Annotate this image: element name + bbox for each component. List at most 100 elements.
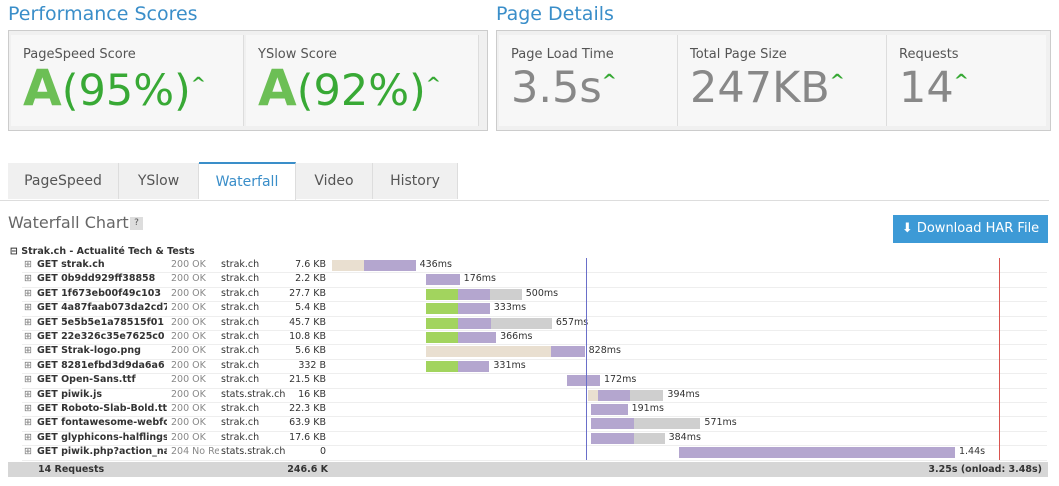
timing-bar bbox=[457, 360, 490, 372]
domain: strak.ch bbox=[221, 359, 260, 371]
collapse-icon: ⊟ bbox=[10, 246, 22, 257]
timing-bar bbox=[425, 288, 458, 300]
request: GET 5e5b5e1a78515f01 bbox=[37, 316, 165, 328]
status: 200 OK bbox=[171, 359, 206, 371]
expand-icon: ⊞ bbox=[24, 259, 32, 270]
footer-row: 14 Requests 246.6 K 3.25s (onload: 3.48s) bbox=[8, 461, 1048, 477]
row-rule bbox=[22, 416, 1047, 418]
expand-icon: ⊞ bbox=[24, 273, 32, 285]
tab[interactable]: YSlow bbox=[119, 163, 199, 199]
card-label: Requests bbox=[899, 47, 959, 62]
card-value: 247KB^ bbox=[690, 63, 845, 113]
timing-bar bbox=[425, 274, 460, 286]
row-rule bbox=[22, 286, 1047, 288]
status: 200 OK bbox=[171, 259, 206, 270]
request: GET piwik.php?action_nar bbox=[37, 446, 167, 458]
tab[interactable]: History bbox=[373, 163, 458, 199]
row-rule bbox=[22, 445, 1047, 447]
page-row: ⊟ Strak.ch - Actualité Tech & Tests bbox=[10, 245, 195, 259]
detail-card: Requests 14^ bbox=[887, 35, 1046, 126]
expand-icon: ⊞ bbox=[24, 287, 32, 299]
section-title: Page Details bbox=[496, 3, 614, 25]
timing-bar bbox=[363, 260, 416, 271]
grade: A bbox=[23, 59, 62, 117]
status: 200 OK bbox=[171, 316, 206, 328]
status: 200 OK bbox=[171, 287, 206, 299]
domain: strak.ch bbox=[221, 331, 260, 342]
request: GET Roboto-Slab-Bold.ttf bbox=[37, 403, 167, 414]
timeline-marker bbox=[585, 258, 587, 460]
duration: 394ms bbox=[667, 388, 700, 400]
timing-bar bbox=[425, 346, 551, 358]
duration: 331ms bbox=[493, 359, 526, 371]
expand-icon: ⊞ bbox=[24, 431, 32, 443]
grade: A bbox=[258, 59, 297, 117]
row-rule bbox=[22, 358, 1047, 360]
duration: 828ms bbox=[588, 345, 621, 357]
footer-requests: 14 Requests bbox=[38, 463, 105, 475]
timing-bar bbox=[590, 418, 634, 430]
duration: 571ms bbox=[704, 417, 737, 429]
row-rule bbox=[22, 272, 1047, 274]
row-rule bbox=[22, 430, 1047, 432]
help-icon[interactable]: ? bbox=[130, 217, 143, 230]
size: 5.6 KB bbox=[295, 345, 326, 357]
request: GET piwik.js bbox=[37, 388, 103, 400]
timing-bar bbox=[457, 317, 491, 329]
card-label: PageSpeed Score bbox=[23, 47, 136, 62]
status: 200 OK bbox=[171, 302, 206, 314]
timing-bar bbox=[489, 288, 522, 300]
size: 0 bbox=[319, 446, 326, 458]
duration: 333ms bbox=[493, 302, 527, 314]
status: 200 OK bbox=[171, 273, 206, 285]
domain: stats.strak.ch bbox=[221, 388, 286, 400]
request: GET 4a87faab073da2cd7 bbox=[37, 302, 167, 314]
size: 63.9 KB bbox=[289, 417, 326, 429]
duration: 657ms bbox=[555, 316, 589, 328]
download-icon: ⬇ bbox=[901, 221, 917, 236]
timing-bar bbox=[457, 332, 497, 343]
request: GET strak.ch bbox=[37, 259, 105, 270]
download-button[interactable]: ⬇ Download HAR File bbox=[893, 215, 1048, 243]
domain: strak.ch bbox=[221, 431, 260, 443]
tab[interactable]: Waterfall bbox=[199, 162, 296, 200]
download-label: Download HAR File bbox=[916, 221, 1040, 236]
score: (92%) bbox=[296, 66, 426, 116]
expand-icon: ⊞ bbox=[24, 388, 32, 400]
duration: 172ms bbox=[603, 374, 637, 386]
request: GET 1f673eb00f49c103 bbox=[37, 287, 161, 299]
domain: strak.ch bbox=[221, 273, 260, 285]
status: 200 OK bbox=[171, 388, 206, 400]
timing-bar bbox=[457, 288, 490, 300]
timing-bar bbox=[332, 260, 364, 271]
duration: 500ms bbox=[525, 287, 559, 299]
request: GET 22e326c35e7625c0 bbox=[37, 331, 165, 342]
timing-bar bbox=[597, 389, 630, 401]
timing-bar bbox=[567, 375, 600, 387]
tab[interactable]: Video bbox=[296, 163, 373, 199]
detail-card: Page Load Time 3.5s^ bbox=[499, 35, 678, 126]
size: 17.6 KB bbox=[289, 431, 326, 443]
request: GET Open-Sans.ttf bbox=[37, 374, 136, 386]
request: GET glyphicons-halflings-r bbox=[37, 431, 167, 443]
status: 200 OK bbox=[171, 374, 206, 386]
score: (95%) bbox=[61, 66, 191, 116]
duration: 1.44s bbox=[958, 446, 986, 458]
row-rule bbox=[22, 402, 1047, 403]
status: 200 OK bbox=[171, 403, 206, 414]
footer-size: 246.6 K bbox=[287, 463, 328, 475]
caret: ^ bbox=[829, 70, 845, 92]
timing-bar bbox=[425, 317, 458, 329]
row-rule bbox=[22, 387, 1047, 389]
row-rule bbox=[22, 315, 1047, 317]
size: 7.6 KB bbox=[295, 259, 326, 270]
domain: strak.ch bbox=[221, 302, 260, 314]
tab-rule bbox=[0, 200, 1049, 201]
details-box: Page Load Time 3.5s^ Total Page Size 247KB^… bbox=[496, 30, 1051, 131]
size: 45.7 KB bbox=[289, 316, 326, 328]
size: 16 KB bbox=[298, 388, 326, 400]
size: 332 B bbox=[298, 359, 326, 371]
score-card: PageSpeed Score A(95%)^ bbox=[11, 35, 244, 126]
row-rule bbox=[22, 301, 1047, 303]
tab[interactable]: PageSpeed bbox=[8, 163, 119, 199]
